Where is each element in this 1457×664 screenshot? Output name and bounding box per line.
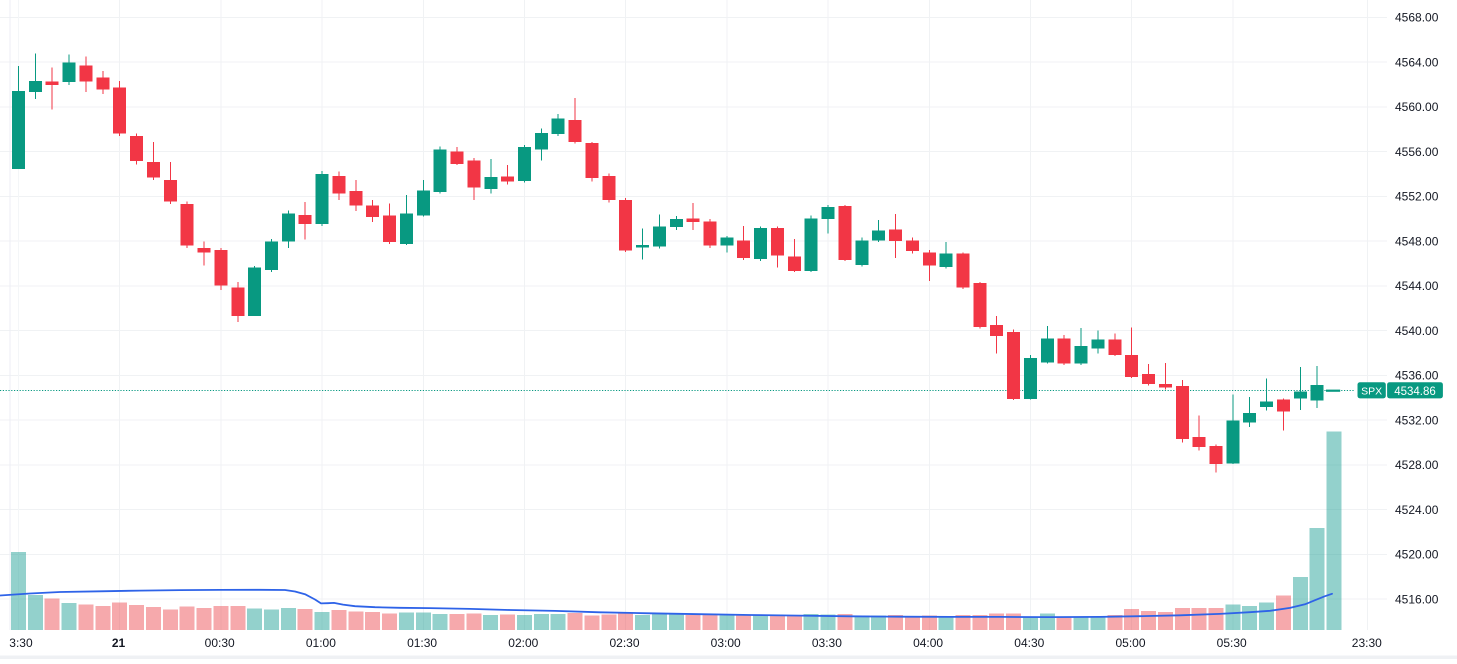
svg-text:02:30: 02:30 xyxy=(609,636,639,650)
svg-text:4528.00: 4528.00 xyxy=(1395,458,1439,472)
svg-text:01:30: 01:30 xyxy=(407,636,437,650)
svg-text:23:30: 23:30 xyxy=(1352,636,1382,650)
svg-text:4520.00: 4520.00 xyxy=(1395,548,1439,562)
svg-text:04:30: 04:30 xyxy=(1014,636,1044,650)
svg-text:05:30: 05:30 xyxy=(1217,636,1247,650)
svg-text:4540.00: 4540.00 xyxy=(1395,324,1439,338)
svg-text:3:30: 3:30 xyxy=(9,636,33,650)
svg-text:4536.00: 4536.00 xyxy=(1395,369,1439,383)
svg-text:4564.00: 4564.00 xyxy=(1395,55,1439,69)
svg-text:4556.00: 4556.00 xyxy=(1395,145,1439,159)
svg-text:02:00: 02:00 xyxy=(508,636,538,650)
svg-text:SPX: SPX xyxy=(1361,385,1382,397)
svg-text:01:00: 01:00 xyxy=(306,636,336,650)
svg-text:4534.86: 4534.86 xyxy=(1394,386,1436,398)
svg-text:21: 21 xyxy=(112,636,126,650)
svg-text:4552.00: 4552.00 xyxy=(1395,190,1439,204)
svg-text:05:00: 05:00 xyxy=(1115,636,1145,650)
svg-text:4544.00: 4544.00 xyxy=(1395,279,1439,293)
svg-text:03:30: 03:30 xyxy=(812,636,842,650)
svg-text:04:00: 04:00 xyxy=(913,636,943,650)
svg-text:4548.00: 4548.00 xyxy=(1395,234,1439,248)
svg-text:00:30: 00:30 xyxy=(205,636,235,650)
svg-text:4516.00: 4516.00 xyxy=(1395,592,1439,606)
svg-text:03:00: 03:00 xyxy=(711,636,741,650)
svg-text:4524.00: 4524.00 xyxy=(1395,503,1439,517)
svg-text:4568.00: 4568.00 xyxy=(1395,11,1439,25)
svg-text:4560.00: 4560.00 xyxy=(1395,100,1439,114)
svg-text:4532.00: 4532.00 xyxy=(1395,413,1439,427)
